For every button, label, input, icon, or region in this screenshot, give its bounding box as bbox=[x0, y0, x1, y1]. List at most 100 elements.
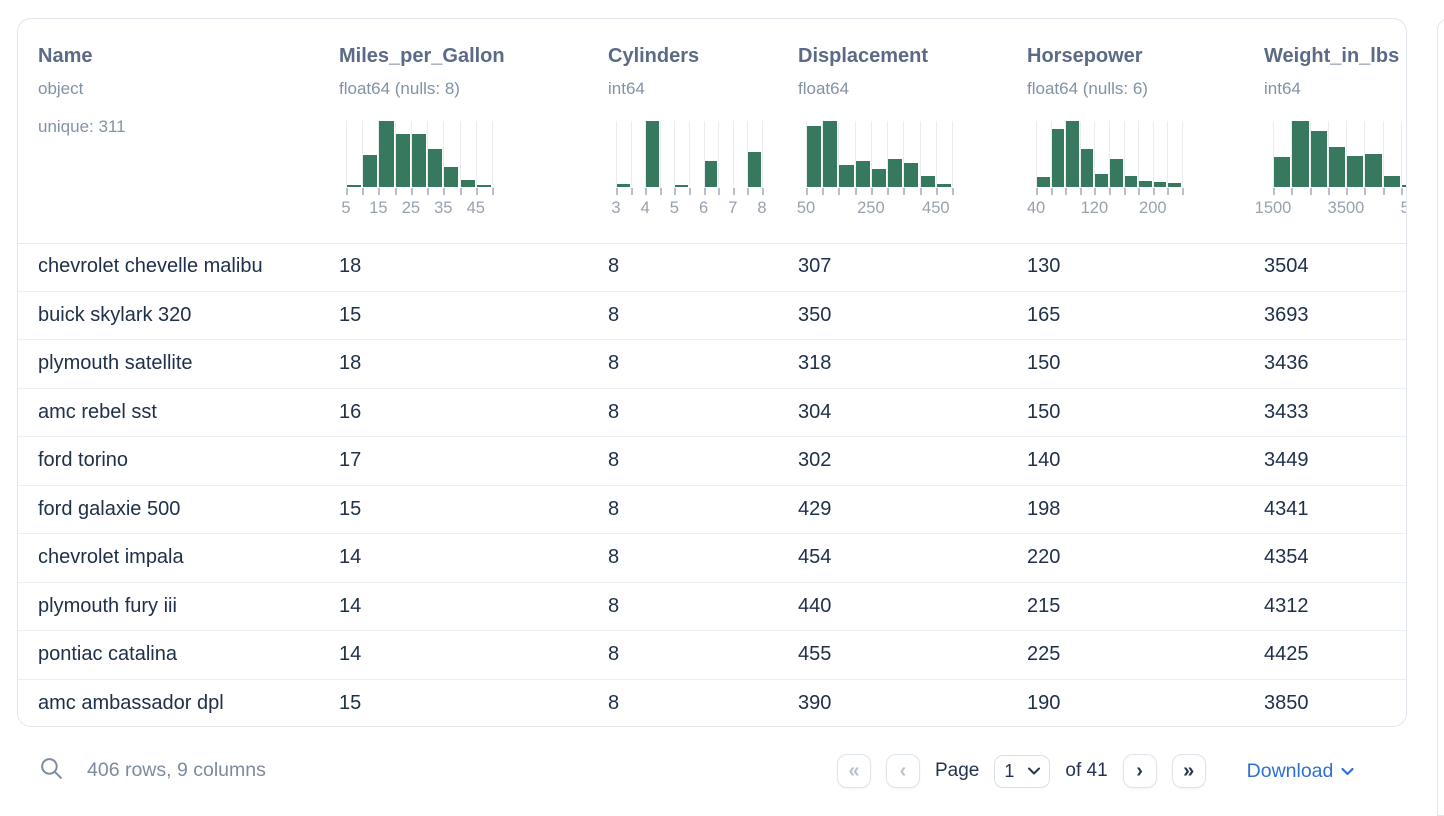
axis-tick-label: 5 bbox=[669, 199, 679, 217]
table-cell: 215 bbox=[1027, 594, 1061, 617]
axis-tick bbox=[822, 188, 824, 195]
histogram-gridline bbox=[411, 121, 412, 187]
axis-tick bbox=[1065, 188, 1067, 195]
table-cell: 4425 bbox=[1264, 643, 1309, 665]
next-page-button[interactable]: › bbox=[1122, 754, 1157, 788]
table-row[interactable]: amc rebel sst 16 8 304 150 3433 bbox=[18, 389, 1406, 437]
table-row[interactable]: plymouth satellite 18 8 318 150 3436 bbox=[18, 340, 1406, 389]
prev-page-button[interactable]: ‹ bbox=[886, 754, 920, 788]
table-cell: 8 bbox=[608, 255, 620, 277]
first-page-button[interactable]: « bbox=[837, 754, 871, 788]
axis-tick bbox=[1036, 188, 1038, 195]
axis-tick bbox=[1273, 188, 1275, 195]
histogram-gridline bbox=[1109, 121, 1110, 187]
histogram-bar bbox=[1124, 176, 1138, 187]
histogram-gridline bbox=[936, 121, 937, 187]
table-cell: 350 bbox=[798, 303, 832, 326]
last-page-button[interactable]: » bbox=[1171, 754, 1206, 788]
table-row[interactable]: chevrolet chevelle malibu 18 8 307 130 3504 bbox=[18, 243, 1406, 292]
histogram-gridline bbox=[660, 121, 661, 187]
axis-tick-label: 6 bbox=[699, 199, 709, 217]
histogram-gridline bbox=[1167, 121, 1168, 187]
axis-tick bbox=[689, 188, 691, 195]
histogram-gridline bbox=[476, 121, 477, 187]
table-row[interactable]: ford torino 17 8 302 140 3449 bbox=[18, 437, 1406, 486]
table-cell: 440 bbox=[798, 594, 832, 617]
histogram-gridline bbox=[806, 121, 807, 187]
table-cell: 8 bbox=[608, 400, 620, 423]
table-cell: plymouth fury iii bbox=[38, 594, 177, 617]
table-cell: 18 bbox=[339, 352, 362, 374]
histogram-bar bbox=[1383, 176, 1400, 187]
axis-tick bbox=[1124, 188, 1126, 195]
axis-tick bbox=[1138, 188, 1140, 195]
chevron-down-icon bbox=[1028, 767, 1041, 775]
histogram-bar bbox=[428, 149, 443, 187]
table-cell: 17 bbox=[339, 449, 362, 471]
download-link[interactable]: Download bbox=[1247, 760, 1355, 783]
histogram-bar bbox=[920, 176, 935, 187]
histogram-bar bbox=[823, 121, 838, 187]
table-body: chevrolet chevelle malibu 18 8 307 130 3504 bu… bbox=[18, 243, 1406, 727]
table-row[interactable]: chevrolet impala 14 8 454 220 4354 bbox=[18, 534, 1406, 583]
table-cell: amc ambassador dpl bbox=[38, 691, 224, 714]
table-cell: amc rebel sst bbox=[38, 400, 157, 423]
table-cell: 15 bbox=[339, 497, 362, 520]
table-row[interactable]: amc ambassador dpl 15 8 390 190 3850 bbox=[18, 680, 1406, 727]
table-cell: 3436 bbox=[1264, 352, 1309, 374]
search-icon[interactable] bbox=[39, 756, 64, 781]
table-cell: 14 bbox=[339, 546, 362, 568]
histogram-gridline bbox=[1080, 121, 1081, 187]
table-row[interactable]: plymouth fury iii 14 8 440 215 4312 bbox=[18, 583, 1406, 631]
table-cell: chevrolet impala bbox=[38, 546, 184, 568]
axis-tick bbox=[733, 188, 735, 195]
table-cell: 3504 bbox=[1264, 255, 1309, 277]
histogram-bar bbox=[460, 180, 475, 187]
table-cell: 14 bbox=[339, 594, 362, 617]
histogram-gridline bbox=[460, 121, 461, 187]
axis-tick bbox=[1080, 188, 1082, 195]
axis-tick bbox=[936, 188, 938, 195]
table-cell: 3449 bbox=[1264, 449, 1309, 471]
page-select[interactable]: 1 bbox=[994, 754, 1051, 788]
histogram-bar bbox=[1292, 121, 1309, 187]
axis-tick bbox=[427, 188, 429, 195]
download-label: Download bbox=[1246, 759, 1334, 782]
table-cell: 18 bbox=[339, 255, 362, 277]
histogram-gridline bbox=[378, 121, 379, 187]
table-cell: 455 bbox=[798, 643, 832, 665]
axis-tick bbox=[1182, 188, 1184, 195]
adjacent-panel-edge bbox=[1437, 18, 1444, 816]
table-row[interactable]: pontiac catalina 14 8 455 225 4425 bbox=[18, 631, 1406, 680]
histogram-gridline bbox=[1051, 121, 1052, 187]
histogram-bar bbox=[807, 126, 822, 187]
column-name[interactable]: Cylinders bbox=[608, 45, 700, 67]
table-cell: 390 bbox=[798, 691, 832, 714]
column-name[interactable]: Weight_in_lbs bbox=[1264, 45, 1400, 67]
axis-tick-label: 25 bbox=[401, 199, 421, 217]
table-cell: 4341 bbox=[1264, 497, 1309, 520]
table-row[interactable]: ford galaxie 500 15 8 429 198 4341 bbox=[18, 486, 1406, 534]
column-name[interactable]: Miles_per_Gallon bbox=[339, 45, 505, 67]
table-cell: buick skylark 320 bbox=[38, 303, 192, 326]
table-cell: 225 bbox=[1027, 643, 1061, 665]
table-cell: 165 bbox=[1027, 303, 1061, 326]
axis-tick-label: 3 bbox=[611, 199, 621, 217]
histogram-bar bbox=[476, 185, 491, 187]
table-cell: pontiac catalina bbox=[38, 643, 177, 665]
column-name[interactable]: Displacement bbox=[798, 45, 929, 67]
histogram-gridline bbox=[1036, 121, 1037, 187]
axis-tick-label: 200 bbox=[1139, 199, 1167, 217]
column-name[interactable]: Name bbox=[38, 45, 93, 67]
column-name[interactable]: Horsepower bbox=[1027, 45, 1143, 67]
axis-tick bbox=[1051, 188, 1053, 195]
table-cell: 429 bbox=[798, 497, 832, 520]
axis-tick bbox=[1383, 188, 1385, 195]
table-cell: 130 bbox=[1027, 255, 1061, 277]
table-cell: 454 bbox=[798, 546, 832, 568]
axis-tick bbox=[395, 188, 397, 195]
axis-tick bbox=[1364, 188, 1366, 195]
table-row[interactable]: buick skylark 320 15 8 350 165 3693 bbox=[18, 292, 1406, 340]
column-histogram: 40 120 200 bbox=[1027, 121, 1184, 221]
histogram-bar bbox=[395, 134, 410, 187]
